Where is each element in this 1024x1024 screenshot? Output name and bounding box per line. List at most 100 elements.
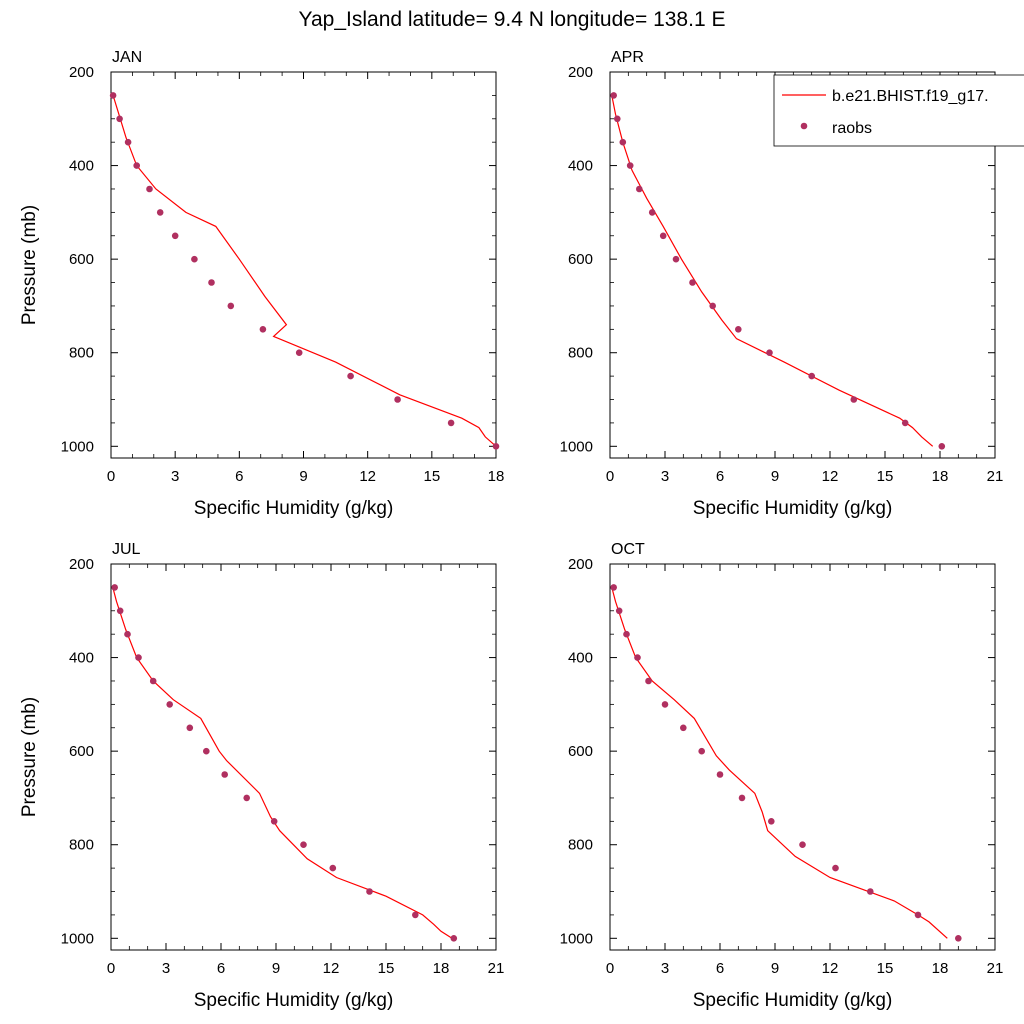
legend-obs-marker: [800, 122, 808, 130]
panel-title-jul: JUL: [112, 541, 141, 558]
raobs-point: [955, 935, 962, 942]
raobs-point: [111, 584, 118, 591]
raobs-point: [659, 232, 667, 240]
x-tick-label: 9: [299, 468, 307, 485]
y-tick-label: 600: [69, 743, 94, 760]
legend: b.e21.BHIST.f19_g17. raobs: [773, 74, 1024, 147]
raobs-point: [799, 841, 806, 848]
panel-title-jan: JAN: [112, 49, 142, 66]
y-tick-label: 200: [69, 64, 94, 81]
y-tick-label: 600: [568, 251, 593, 268]
raobs-point: [412, 911, 419, 919]
raobs-point: [709, 302, 716, 310]
raobs-point: [135, 654, 142, 661]
plot-frame-apr: [609, 71, 996, 459]
raobs-point: [648, 209, 656, 216]
raobs-point: [166, 701, 173, 708]
x-tick-label: 12: [359, 468, 376, 485]
raobs-point: [610, 92, 617, 99]
raobs-point: [698, 747, 705, 755]
raobs-point: [394, 396, 401, 403]
y-tick-label: 200: [568, 556, 593, 573]
raobs-point: [186, 724, 194, 732]
y-tick-label: 600: [568, 743, 593, 760]
y-tick-label: 800: [69, 837, 94, 854]
x-tick-label: 18: [488, 468, 505, 485]
raobs-point: [259, 326, 267, 333]
x-tick-label: 12: [822, 468, 839, 485]
raobs-point: [672, 255, 680, 263]
raobs-point: [156, 209, 164, 216]
y-tick-label: 1000: [61, 930, 94, 947]
model-profile-line-jan: [112, 95, 497, 447]
raobs-point: [447, 419, 455, 427]
raobs-point: [133, 162, 140, 169]
y-axis-label-jan: Pressure (mb): [19, 205, 40, 325]
raobs-point: [680, 724, 687, 732]
y-tick-label: 800: [568, 837, 593, 854]
y-tick-label: 200: [69, 556, 94, 573]
panel-jan: JAN 0 3 6 9 12 15 18 200 400 600 800 1000 Specific Hu…: [19, 49, 504, 519]
y-tick-label: 800: [568, 345, 593, 362]
raobs-point: [768, 818, 775, 825]
x-tick-label: 3: [661, 468, 669, 485]
raobs-point: [366, 888, 373, 895]
y-tick-label: 400: [568, 650, 593, 667]
x-axis-label-jan: Specific Humidity (g/kg): [194, 498, 394, 519]
x-tick-label: 6: [217, 960, 225, 977]
x-tick-label: 0: [107, 960, 115, 977]
y-tick-label: 400: [69, 650, 94, 667]
raobs-point: [109, 92, 117, 99]
raobs-point: [766, 349, 773, 357]
raobs-point: [661, 701, 669, 708]
raobs-point: [329, 864, 337, 872]
raobs-point: [716, 771, 724, 778]
raobs-point: [116, 607, 124, 615]
raobs-point: [146, 185, 153, 193]
raobs-point: [124, 138, 132, 146]
raobs-point: [689, 279, 696, 286]
raobs-point: [300, 841, 307, 848]
x-tick-label: 18: [932, 960, 949, 977]
y-tick-label: 400: [568, 158, 593, 175]
raobs-point: [295, 349, 303, 357]
x-tick-label: 9: [272, 960, 280, 977]
model-profile-line-apr: [611, 95, 934, 447]
panel-title-oct: OCT: [611, 541, 645, 558]
x-tick-label: 15: [378, 960, 395, 977]
x-tick-label: 15: [423, 468, 440, 485]
legend-obs-label: raobs: [832, 120, 872, 137]
raobs-point: [208, 279, 215, 286]
x-tick-label: 0: [606, 960, 614, 977]
raobs-point: [450, 935, 458, 942]
x-tick-label: 3: [661, 960, 669, 977]
raobs-point: [191, 255, 198, 263]
x-tick-label: 21: [987, 468, 1004, 485]
x-tick-label: 15: [877, 960, 894, 977]
y-tick-label: 400: [69, 158, 94, 175]
x-tick-label: 9: [771, 468, 779, 485]
raobs-point: [808, 372, 815, 380]
raobs-point: [347, 372, 354, 380]
model-profile-line-jul: [112, 587, 453, 939]
x-tick-label: 15: [877, 468, 894, 485]
panels-group: JAN 0 3 6 9 12 15 18 200 400 600 800 1000 Specific Hu…: [19, 49, 1003, 1011]
figure-title: Yap_Island latitude= 9.4 N longitude= 13…: [299, 8, 726, 31]
panel-jul: JUL 0 3 6 9 12 15 18 21 200 400 600 800 1000 Specific …: [19, 541, 504, 1011]
raobs-point: [124, 630, 131, 638]
x-tick-label: 21: [488, 960, 505, 977]
raobs-point: [738, 794, 746, 802]
raobs-point: [938, 443, 946, 450]
x-axis-label-jul: Specific Humidity (g/kg): [194, 990, 394, 1011]
x-tick-label: 6: [716, 468, 724, 485]
raobs-point: [901, 419, 909, 427]
y-tick-label: 800: [69, 345, 94, 362]
raobs-point: [623, 630, 630, 638]
x-tick-label: 9: [771, 960, 779, 977]
panel-title-apr: APR: [611, 49, 644, 66]
y-tick-label: 200: [568, 64, 593, 81]
raobs-point: [270, 818, 278, 825]
raobs-point: [149, 677, 157, 685]
panel-oct: OCT 0 3 6 9 12 15 18 21 200 400 600 800 1000 Specific …: [560, 541, 1004, 1011]
raobs-point: [116, 115, 123, 123]
